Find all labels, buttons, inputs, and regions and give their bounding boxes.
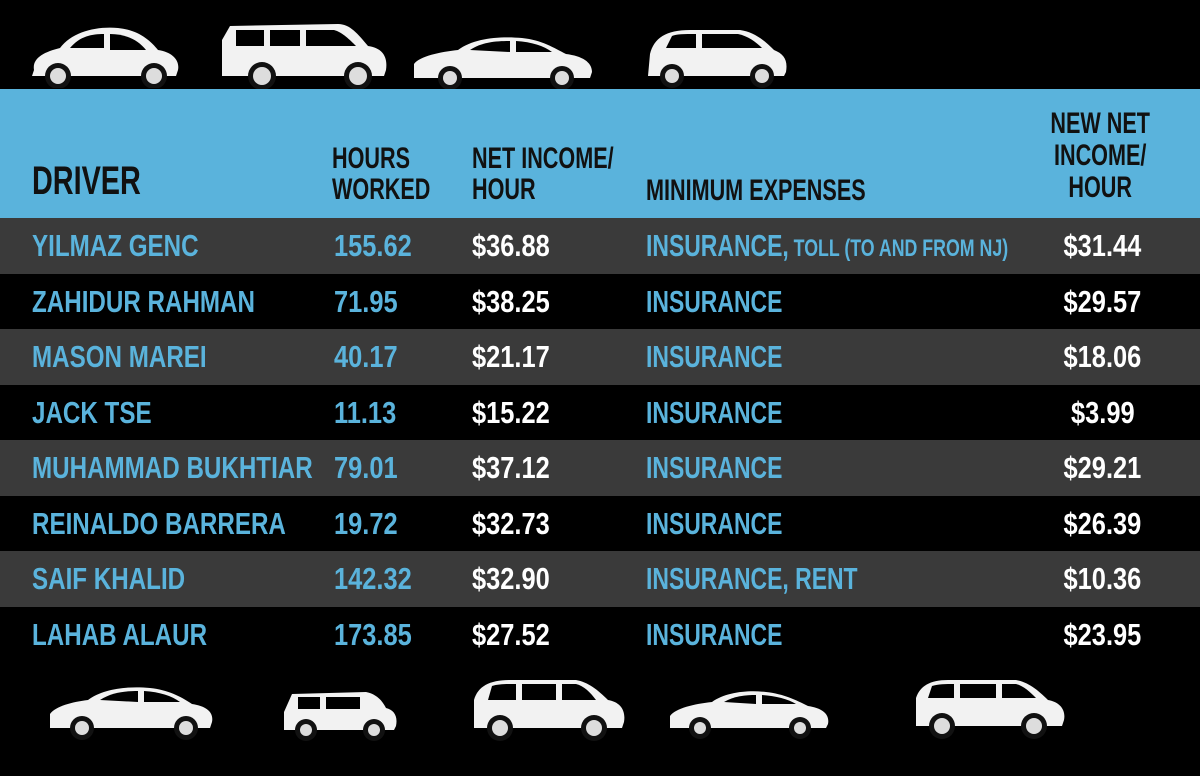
driver-name: MUHAMMAD BUKHTIAR: [32, 450, 313, 485]
header-new-line1: NEW NET: [1050, 107, 1150, 140]
driver-name: LAHAB ALAUR: [32, 616, 208, 652]
table-row: REINALDO BARRERA 19.72 $32.73 INSURANCE …: [0, 496, 1200, 552]
suv-car-icon: [218, 20, 390, 90]
driver-name: SAIF KHALID: [32, 561, 186, 596]
minimum-expenses: INSURANCE: [646, 616, 783, 652]
driver-name: REINALDO BARRERA: [32, 505, 286, 541]
new-net-value: $3.99: [1070, 394, 1135, 430]
minimum-expenses: INSURANCE: [646, 394, 783, 430]
new-net-income-hour: $3.99: [1010, 385, 1195, 440]
header-driver: DRIVER: [32, 159, 141, 203]
table-row: LAHAB ALAUR 173.85 $27.52 INSURANCE $23.…: [0, 607, 1200, 663]
net-income-hour: $37.12: [472, 450, 550, 485]
new-net-value: $29.57: [1063, 283, 1142, 319]
header-hours-line1: HOURS: [332, 142, 411, 175]
coupe-car-icon: [666, 684, 832, 742]
hours-worked: 155.62: [334, 228, 412, 263]
hours-worked: 71.95: [334, 283, 398, 319]
header-new-net-income-hour: NEW NET INCOME/ HOUR: [1000, 108, 1200, 204]
header-new-line3: HOUR: [1068, 171, 1132, 204]
net-income-hour: $15.22: [472, 394, 550, 430]
new-net-income-hour: $18.06: [1010, 329, 1195, 384]
sedan-car-icon: [410, 32, 596, 90]
net-income-hour: $27.52: [472, 616, 550, 652]
crossover-car-icon: [470, 674, 628, 742]
hours-worked: 40.17: [334, 339, 398, 374]
header-minimum-expenses: MINIMUM EXPENSES: [646, 174, 866, 207]
new-net-value: $26.39: [1063, 505, 1142, 541]
minimum-expenses: INSURANCE: [646, 450, 783, 485]
new-net-income-hour: $31.44: [1010, 218, 1195, 273]
new-net-income-hour: $29.21: [1010, 440, 1195, 495]
sedan-car-icon: [46, 680, 216, 742]
new-net-value: $31.44: [1063, 228, 1142, 263]
table-body: YILMAZ GENC 155.62 $36.88 INSURANCE, TOL…: [0, 218, 1200, 662]
table-row: MASON MAREI 40.17 $21.17 INSURANCE $18.0…: [0, 329, 1200, 385]
net-income-hour: $21.17: [472, 339, 550, 374]
new-net-value: $18.06: [1063, 339, 1142, 374]
hours-worked: 19.72: [334, 505, 398, 541]
table-row: SAIF KHALID 142.32 $32.90 INSURANCE, REN…: [0, 551, 1200, 607]
table-row: JACK TSE 11.13 $15.22 INSURANCE $3.99: [0, 385, 1200, 441]
top-car-illustrations: [0, 0, 1200, 90]
mini-car-icon: [280, 686, 400, 744]
beetle-car-icon: [26, 22, 182, 88]
table-header: DRIVER HOURS WORKED NET INCOME/ HOUR MIN…: [0, 89, 1200, 218]
net-income-hour: $36.88: [472, 228, 550, 263]
hours-worked: 79.01: [334, 450, 398, 485]
driver-name: MASON MAREI: [32, 339, 207, 374]
minimum-expenses: INSURANCE, TOLL (TO AND FROM NJ): [646, 218, 1008, 273]
new-net-value: $23.95: [1063, 616, 1142, 652]
new-net-income-hour: $10.36: [1010, 551, 1195, 606]
bottom-car-illustrations: [0, 672, 1200, 776]
new-net-value: $10.36: [1063, 561, 1142, 596]
suv-car-icon: [912, 674, 1070, 740]
header-net-income-hour: NET INCOME/ HOUR: [472, 143, 614, 205]
table-row: MUHAMMAD BUKHTIAR 79.01 $37.12 INSURANCE…: [0, 440, 1200, 496]
hours-worked: 173.85: [334, 616, 412, 652]
driver-name: YILMAZ GENC: [32, 228, 199, 263]
new-net-income-hour: $23.95: [1010, 607, 1195, 662]
hours-worked: 11.13: [334, 394, 397, 430]
table-row: YILMAZ GENC 155.62 $36.88 INSURANCE, TOL…: [0, 218, 1200, 274]
expenses-extra: TOLL (TO AND FROM NJ): [788, 235, 1009, 262]
hatchback-car-icon: [644, 24, 790, 90]
driver-name: JACK TSE: [32, 394, 152, 430]
new-net-income-hour: $29.57: [1010, 274, 1195, 329]
header-net-line1: NET INCOME/: [472, 142, 614, 175]
minimum-expenses: INSURANCE, RENT: [646, 561, 858, 596]
table-row: ZAHIDUR RAHMAN 71.95 $38.25 INSURANCE $2…: [0, 274, 1200, 330]
net-income-hour: $32.73: [472, 505, 550, 541]
header-hours-line2: WORKED: [332, 173, 431, 206]
minimum-expenses: INSURANCE: [646, 339, 783, 374]
hours-worked: 142.32: [334, 561, 412, 596]
new-net-value: $29.21: [1063, 450, 1142, 485]
header-net-line2: HOUR: [472, 173, 536, 206]
driver-name: ZAHIDUR RAHMAN: [32, 283, 255, 319]
header-new-line2: INCOME/: [1053, 139, 1147, 172]
expenses-main: INSURANCE,: [646, 228, 789, 263]
net-income-hour: $38.25: [472, 283, 550, 319]
header-hours-worked: HOURS WORKED: [332, 143, 430, 205]
minimum-expenses: INSURANCE: [646, 505, 783, 541]
net-income-hour: $32.90: [472, 561, 550, 596]
minimum-expenses: INSURANCE: [646, 283, 783, 319]
new-net-income-hour: $26.39: [1010, 496, 1195, 551]
